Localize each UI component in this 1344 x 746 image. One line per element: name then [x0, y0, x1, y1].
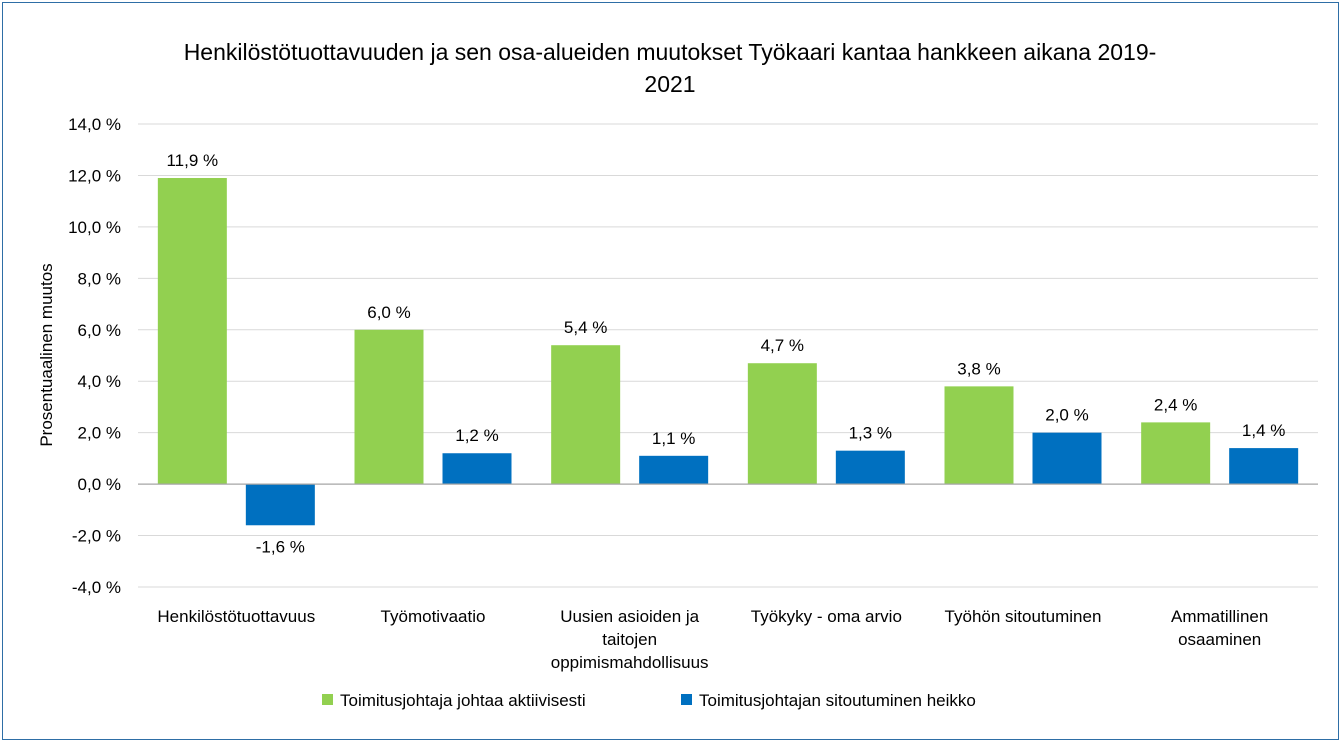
category-label: Työmotivaatio: [381, 607, 486, 626]
category-label: taitojen: [602, 630, 657, 649]
data-label: 1,3 %: [849, 424, 892, 443]
data-label: 6,0 %: [367, 303, 410, 322]
category-label: Ammatillinen: [1171, 607, 1268, 626]
bar: [1032, 432, 1102, 485]
y-tick-label: 12,0 %: [68, 166, 121, 185]
bar: [1141, 422, 1211, 485]
y-tick-label: 0,0 %: [78, 475, 121, 494]
y-tick-label: 4,0 %: [78, 372, 121, 391]
y-tick-label: -2,0 %: [72, 527, 121, 546]
bar: [835, 450, 905, 485]
data-label: 5,4 %: [564, 318, 607, 337]
legend-label: Toimitusjohtaja johtaa aktiivisesti: [340, 691, 586, 710]
category-label: osaaminen: [1178, 630, 1261, 649]
bar: [944, 386, 1014, 485]
y-tick-label: -4,0 %: [72, 578, 121, 597]
bar: [1229, 448, 1299, 485]
legend-label: Toimitusjohtajan sitoutuminen heikko: [699, 691, 976, 710]
category-label: oppimismahdollisuus: [551, 653, 709, 672]
chart-title: Henkilöstötuottavuuden ja sen osa-alueid…: [140, 36, 1200, 100]
bar: [551, 345, 621, 485]
bar: [639, 455, 709, 485]
y-tick-label: 14,0 %: [68, 115, 121, 134]
bar: [245, 484, 315, 526]
bar: [442, 453, 512, 485]
bar: [354, 329, 424, 485]
y-axis-title: Prosentuaalinen muutos: [37, 263, 56, 446]
category-label: Työhön sitoutuminen: [945, 607, 1102, 626]
data-label: -1,6 %: [256, 537, 305, 556]
y-tick-label: 10,0 %: [68, 218, 121, 237]
category-label: Työkyky - oma arvio: [751, 607, 902, 626]
bar: [747, 363, 817, 485]
data-label: 2,0 %: [1045, 406, 1088, 425]
category-label: Henkilöstötuottavuus: [157, 607, 315, 626]
data-label: 1,4 %: [1242, 421, 1285, 440]
data-label: 2,4 %: [1154, 395, 1197, 414]
data-label: 11,9 %: [166, 151, 218, 170]
chart-title-line-1: Henkilöstötuottavuuden ja sen osa-alueid…: [183, 39, 1157, 65]
y-tick-label: 8,0 %: [78, 269, 121, 288]
legend-swatch: [322, 694, 333, 705]
data-label: 4,7 %: [761, 336, 804, 355]
data-label: 1,2 %: [455, 426, 498, 445]
y-tick-label: 6,0 %: [78, 321, 121, 340]
category-label: Uusien asioiden ja: [560, 607, 699, 626]
y-tick-label: 2,0 %: [78, 424, 121, 443]
data-label: 3,8 %: [957, 359, 1000, 378]
legend-swatch: [681, 694, 692, 705]
chart-title-line-2: 2021: [644, 71, 696, 97]
bar: [157, 178, 227, 485]
data-label: 1,1 %: [652, 429, 695, 448]
